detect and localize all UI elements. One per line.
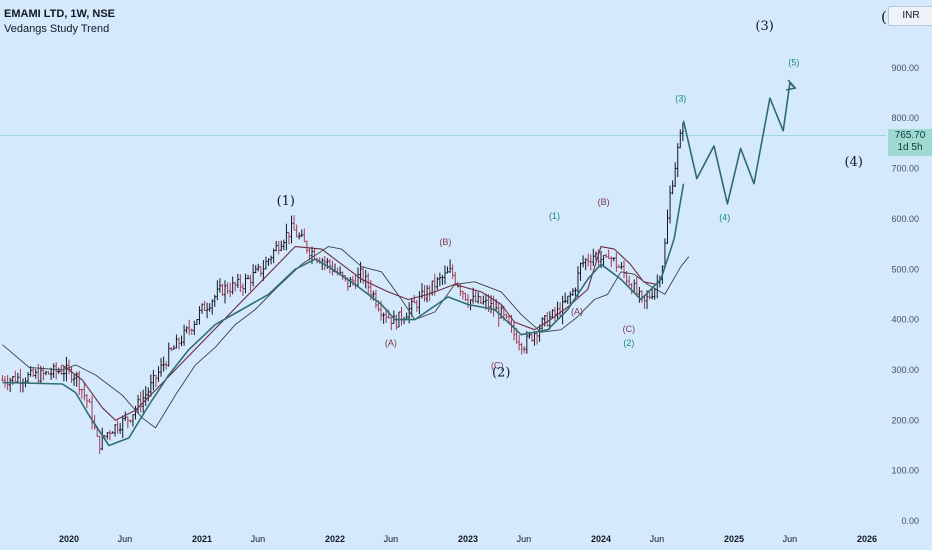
- wave-label: (C): [491, 360, 504, 370]
- candles: [1, 122, 685, 454]
- x-tick-label: Jun: [251, 534, 266, 544]
- wave-label: (4): [844, 155, 862, 170]
- projection-arrow: [786, 79, 797, 91]
- y-tick-label: 0.00: [901, 516, 919, 526]
- x-tick-label: 2023: [458, 534, 478, 544]
- y-tick-label: 500.00: [891, 264, 919, 274]
- wave-label: (4): [719, 212, 730, 222]
- wave-label: (1): [549, 211, 560, 221]
- y-tick-label: 600.00: [891, 214, 919, 224]
- price-axis[interactable]: 0.00 100.00 200.00 300.00 400.00 500.00 600.00…: [891, 63, 919, 526]
- x-tick-label: 2022: [325, 534, 345, 544]
- thin-band-line: [2, 246, 690, 429]
- x-tick-label: Jun: [783, 534, 798, 544]
- wave-label: (2): [623, 338, 634, 348]
- maroon-line: [62, 246, 658, 421]
- x-tick-label: 2021: [192, 534, 212, 544]
- projection-path: [682, 82, 796, 205]
- wave-label: (1): [277, 194, 295, 209]
- time-axis[interactable]: 2020 Jun 2021 Jun 2022 Jun 2023 Jun 2024 Jun 2025 J…: [59, 534, 877, 544]
- y-tick-label: 400.00: [891, 315, 919, 325]
- x-tick-label: 2024: [591, 534, 611, 544]
- bar-countdown: 1d 5h: [897, 142, 923, 153]
- currency-button[interactable]: INR: [888, 6, 932, 26]
- x-tick-label: 2026: [857, 534, 877, 544]
- y-tick-label: 800.00: [891, 113, 919, 123]
- wave-label: (5): [788, 57, 799, 67]
- y-tick-label: 100.00: [891, 466, 919, 476]
- y-tick-label: 300.00: [891, 365, 919, 375]
- indicator-lines: [2, 79, 797, 447]
- wave-label: (3): [755, 19, 773, 34]
- study-name[interactable]: Vedangs Study Trend: [4, 23, 110, 35]
- y-tick-label: 200.00: [891, 415, 919, 425]
- wave-label: (A): [385, 338, 397, 348]
- wave-label: (2): [492, 365, 510, 380]
- wave-labels: (1)(2)(3)(4)(A)(B)(C)(1)(A)(B)(C)(2)(3)(…: [277, 19, 863, 380]
- chart-header: EMAMI LTD, 1W, NSE Vedangs Study Trend: [4, 8, 115, 35]
- symbol-title[interactable]: EMAMI LTD, 1W, NSE: [4, 8, 116, 20]
- trend-line: [2, 183, 685, 447]
- x-tick-label: Jun: [517, 534, 532, 544]
- x-tick-label: Jun: [384, 534, 399, 544]
- last-price-value: 765.70: [894, 130, 926, 141]
- wave-label: (3): [675, 94, 686, 104]
- x-tick-label: Jun: [650, 534, 665, 544]
- y-tick-label: 700.00: [891, 164, 919, 174]
- wave-label: (B): [439, 237, 451, 247]
- last-price-badge: 765.70 1d 5h: [888, 129, 932, 156]
- x-tick-label: Jun: [118, 534, 133, 544]
- y-tick-label: 900.00: [891, 63, 919, 73]
- x-tick-label: 2020: [59, 534, 79, 544]
- wave-label: (B): [598, 197, 610, 207]
- x-tick-label: 2025: [724, 534, 744, 544]
- wave-label: (A): [571, 307, 583, 317]
- wave-label: (C): [623, 324, 636, 334]
